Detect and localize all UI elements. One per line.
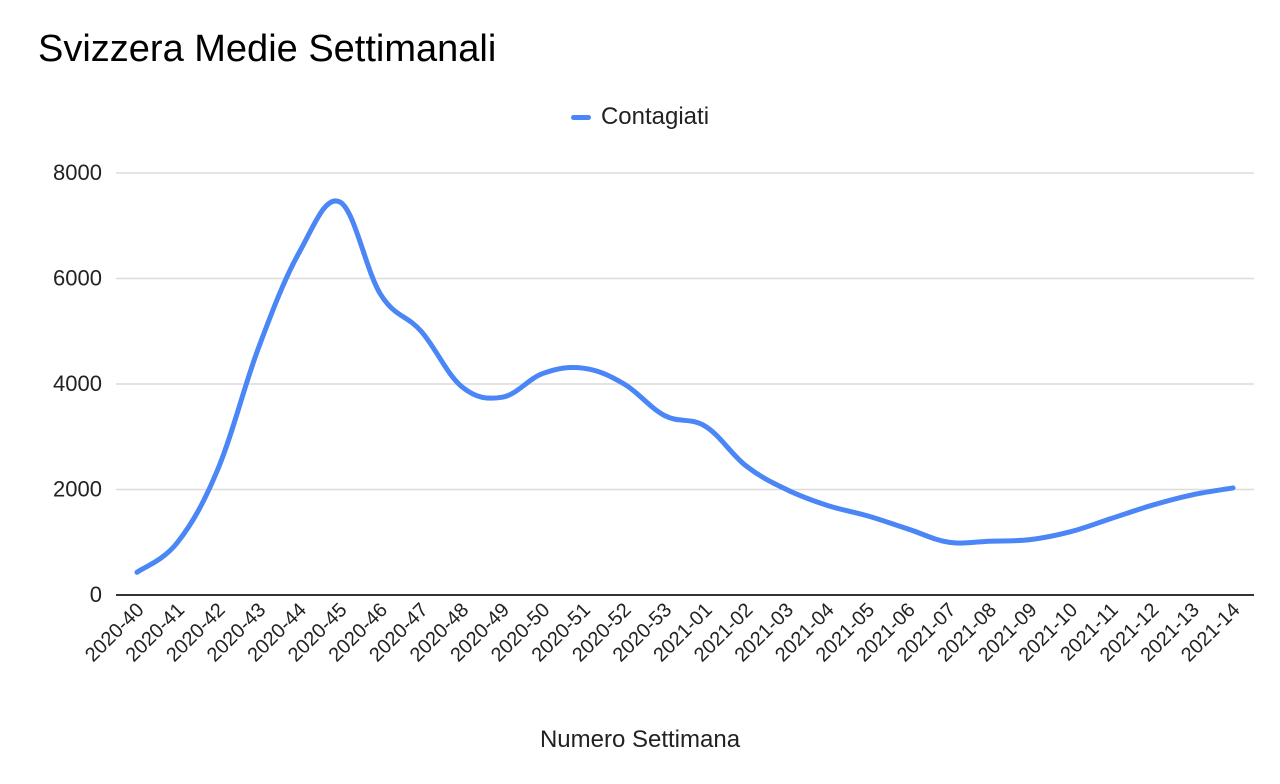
x-axis: 2020-402020-412020-422020-432020-442020-… [81, 594, 1254, 666]
series-line-contagiati [134, 198, 1236, 575]
series-group [134, 198, 1236, 575]
y-axis: 0 2000 4000 6000 8000 [53, 160, 102, 607]
data-point [1149, 503, 1154, 508]
data-point [297, 250, 302, 255]
grid [116, 172, 1254, 491]
data-point [825, 503, 830, 508]
data-point [459, 384, 464, 389]
data-point [419, 329, 424, 334]
data-point [865, 513, 870, 518]
data-point [1028, 537, 1033, 542]
data-point [703, 424, 708, 429]
data-point [662, 413, 667, 418]
x-axis-title: Numero Settimana [539, 726, 741, 753]
y-tick-label: 6000 [53, 266, 102, 291]
data-point [622, 382, 627, 387]
data-point [216, 466, 221, 471]
chart-title: Svizzera Medie Settimanali [38, 28, 497, 70]
y-tick-label: 0 [90, 582, 102, 607]
data-point [1109, 516, 1114, 521]
legend: Contagiati [0, 100, 1280, 134]
legend-label: Contagiati [600, 103, 710, 130]
data-point [743, 463, 748, 468]
data-point [1190, 492, 1195, 497]
data-point [337, 200, 342, 205]
data-point [906, 527, 911, 532]
data-point [1231, 485, 1236, 490]
data-point [135, 570, 140, 575]
y-tick-label: 4000 [53, 371, 102, 396]
data-point [581, 366, 586, 371]
data-point [500, 395, 505, 400]
legend-swatch [570, 114, 591, 120]
data-point [987, 539, 992, 544]
data-point [784, 487, 789, 492]
data-point [1068, 529, 1073, 534]
data-point [256, 345, 261, 350]
data-point [946, 540, 951, 545]
y-tick-label: 2000 [53, 477, 102, 502]
data-point [540, 371, 545, 376]
y-tick-label: 8000 [53, 160, 102, 185]
data-point [378, 292, 383, 297]
data-point [175, 540, 180, 545]
